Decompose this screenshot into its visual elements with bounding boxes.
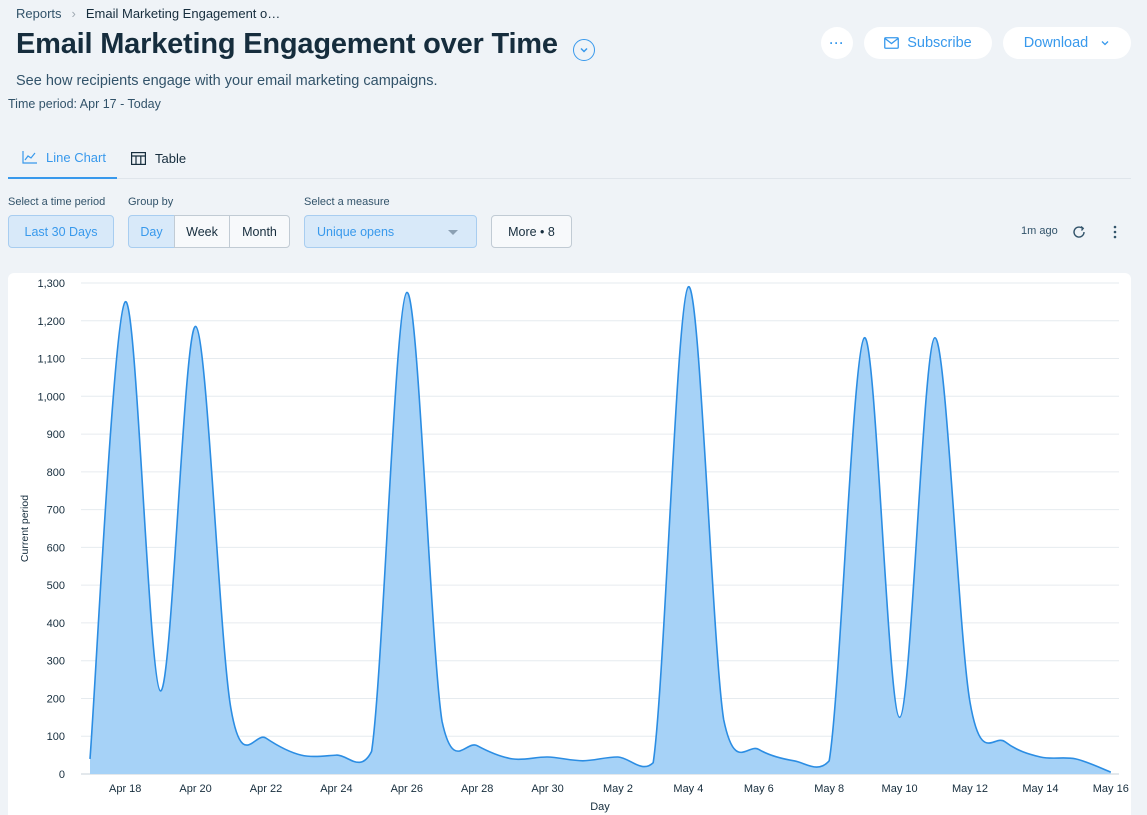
x-tick-label: May 4	[673, 783, 703, 795]
refresh-icon[interactable]	[1071, 224, 1087, 240]
y-tick-label: 300	[47, 656, 65, 668]
y-tick-label: 100	[47, 731, 65, 743]
y-tick-label: 0	[59, 769, 65, 781]
title-dropdown-chevron-icon[interactable]	[573, 39, 595, 61]
x-tick-label: Apr 28	[461, 783, 493, 795]
line-chart-icon	[22, 151, 37, 164]
x-tick-label: Apr 24	[320, 783, 352, 795]
more-actions-label: ···	[829, 36, 845, 50]
x-axis-title: Day	[590, 801, 610, 813]
view-tabs: Line Chart Table	[8, 138, 1131, 179]
breadcrumb-current: Email Marketing Engagement o…	[85, 6, 281, 21]
y-tick-label: 800	[47, 467, 65, 479]
time-period-button[interactable]: Last 30 Days	[8, 215, 114, 248]
tab-table-label: Table	[155, 151, 187, 166]
time-period-label: Select a time period	[8, 196, 106, 208]
x-tick-label: Apr 20	[179, 783, 211, 795]
time-period-text: Time period: Apr 17 - Today	[8, 97, 161, 111]
x-tick-label: Apr 22	[250, 783, 282, 795]
chart-card: 0 100 200 300 400 500 600 700 800 900 1,000 1,100 1,…	[8, 273, 1131, 815]
measure-select-value: Unique opens	[317, 224, 395, 239]
download-label: Download	[1023, 35, 1089, 51]
measure-select[interactable]: Unique opens	[304, 215, 477, 248]
x-tick-label: Apr 18	[109, 783, 141, 795]
more-actions-button[interactable]: ···	[821, 27, 853, 59]
caret-down-icon	[448, 230, 458, 235]
tab-table[interactable]: Table	[131, 138, 186, 179]
series-line	[89, 285, 1112, 773]
breadcrumb-reports-link[interactable]: Reports	[16, 6, 62, 21]
y-tick-label: 1,100	[37, 354, 65, 366]
y-tick-label: 500	[47, 580, 65, 592]
table-icon	[131, 152, 146, 165]
y-tick-label: 1,300	[37, 278, 65, 290]
group-by-label: Group by	[128, 196, 174, 208]
x-tick-label: May 16	[1093, 783, 1129, 795]
x-tick-label: Apr 30	[531, 783, 563, 795]
x-tick-label: May 6	[744, 783, 774, 795]
subscribe-button[interactable]: Subscribe	[864, 27, 992, 59]
chevron-right-icon: ›	[71, 6, 76, 21]
x-tick-label: May 8	[814, 783, 844, 795]
y-tick-label: 700	[47, 505, 65, 517]
x-tick-label: May 12	[952, 783, 988, 795]
download-button[interactable]: Download	[1003, 27, 1131, 59]
more-filters-button[interactable]: More • 8	[491, 215, 572, 248]
y-tick-label: 1,000	[37, 391, 65, 403]
y-axis-title: Current period	[19, 495, 31, 562]
group-by-day-button[interactable]: Day	[128, 215, 175, 248]
x-tick-label: Apr 26	[391, 783, 423, 795]
x-tick-label: May 2	[603, 783, 633, 795]
tab-line-chart[interactable]: Line Chart	[8, 138, 117, 179]
y-tick-label: 200	[47, 693, 65, 705]
x-tick-label: May 14	[1022, 783, 1058, 795]
tab-line-chart-label: Line Chart	[46, 150, 106, 165]
chevron-down-icon	[1101, 41, 1109, 46]
area-chart: 0 100 200 300 400 500 600 700 800 900 1,000 1,100 1,…	[19, 278, 1129, 813]
y-tick-label: 400	[47, 618, 65, 630]
subscribe-label: Subscribe	[907, 35, 972, 51]
envelope-icon	[884, 37, 900, 49]
series-area	[90, 286, 1111, 774]
last-updated-text: 1m ago	[1021, 225, 1058, 237]
breadcrumb: Reports › Email Marketing Engagement o…	[16, 6, 280, 21]
y-tick-label: 900	[47, 429, 65, 441]
group-by-month-button[interactable]: Month	[229, 215, 290, 248]
kebab-menu-icon[interactable]	[1108, 224, 1122, 240]
group-by-week-button[interactable]: Week	[174, 215, 230, 248]
y-tick-label: 1,200	[37, 316, 65, 328]
page-subtitle: See how recipients engage with your emai…	[16, 73, 438, 89]
measure-label: Select a measure	[304, 196, 390, 208]
page-title: Email Marketing Engagement over Time	[16, 28, 558, 60]
x-tick-label: May 10	[882, 783, 918, 795]
y-tick-label: 600	[47, 542, 65, 554]
